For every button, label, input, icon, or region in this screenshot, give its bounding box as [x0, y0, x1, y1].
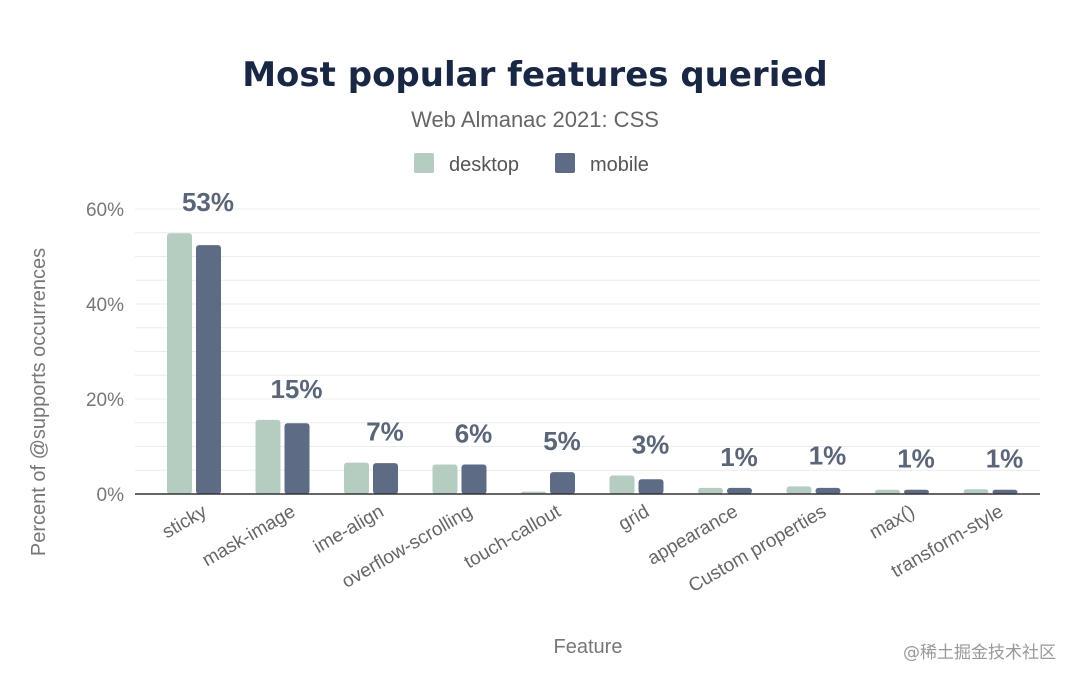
y-tick-label: 0% — [97, 485, 125, 506]
x-tick-label: mask-image — [199, 501, 299, 571]
chart-title: Most popular features queried — [242, 55, 828, 95]
bar-desktop — [963, 489, 989, 494]
data-label: 1% — [897, 444, 935, 474]
data-labels: 53% 15% 7% 6% 5% 3% 1% 1% 1% 1% — [182, 187, 1023, 474]
legend-swatch-desktop — [414, 153, 434, 173]
bar-desktop — [432, 464, 458, 494]
y-axis: 0% 20% 40% 60% — [86, 200, 124, 506]
bar-mobile — [284, 423, 310, 494]
data-label: 1% — [986, 443, 1024, 473]
x-tick-label: ime-align — [310, 501, 387, 558]
bar-mobile — [992, 489, 1018, 494]
data-label: 3% — [632, 429, 670, 459]
bar-mobile — [373, 463, 398, 494]
legend-swatch-mobile — [555, 153, 575, 173]
x-tick-label: touch-callout — [461, 501, 565, 573]
bar-mobile — [904, 489, 929, 494]
bar-desktop — [609, 475, 635, 494]
bar-mobile — [196, 245, 221, 494]
y-tick-label: 40% — [86, 295, 124, 316]
bar-mobile — [638, 479, 664, 494]
x-tick-label: max() — [866, 501, 919, 543]
data-label: 1% — [720, 442, 758, 472]
x-axis-title: Feature — [554, 636, 623, 658]
data-label: 15% — [270, 374, 322, 404]
y-tick-label: 20% — [86, 390, 124, 411]
data-label: 5% — [543, 426, 581, 456]
chart-subtitle: Web Almanac 2021: CSS — [411, 107, 659, 132]
legend-label-desktop: desktop — [449, 154, 519, 176]
bar-desktop — [167, 233, 192, 494]
data-label: 6% — [455, 419, 493, 449]
x-tick-label: sticky — [159, 501, 211, 543]
bar-desktop — [255, 419, 281, 494]
legend-label-mobile: mobile — [590, 154, 649, 176]
bars — [167, 233, 1018, 494]
data-label: 7% — [366, 417, 404, 447]
bar-mobile — [727, 487, 752, 494]
bar-mobile — [461, 464, 487, 494]
data-label: 1% — [809, 440, 847, 470]
bar-mobile — [815, 487, 841, 494]
chart-legend: desktop mobile — [414, 153, 649, 176]
y-tick-label: 60% — [86, 200, 124, 221]
watermark: @稀土掘金技术社区 — [903, 643, 1056, 663]
bar-desktop — [344, 462, 369, 494]
data-label: 53% — [182, 187, 234, 217]
x-tick-label: grid — [615, 501, 653, 535]
bar-desktop — [786, 486, 812, 494]
bar-desktop — [698, 487, 723, 494]
bar-desktop — [875, 489, 900, 494]
y-axis-title: Percent of @supports occurrences — [28, 248, 50, 556]
bar-mobile — [550, 472, 575, 494]
